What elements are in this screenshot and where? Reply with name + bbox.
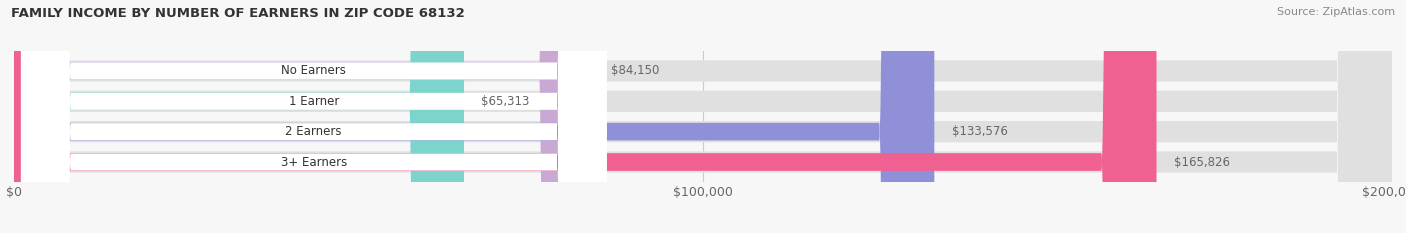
FancyBboxPatch shape (21, 0, 606, 233)
FancyBboxPatch shape (21, 0, 606, 233)
FancyBboxPatch shape (14, 0, 935, 233)
FancyBboxPatch shape (14, 0, 1392, 233)
FancyBboxPatch shape (21, 0, 606, 233)
Text: $133,576: $133,576 (952, 125, 1008, 138)
Text: $65,313: $65,313 (481, 95, 530, 108)
Text: $165,826: $165,826 (1174, 155, 1230, 168)
Text: 3+ Earners: 3+ Earners (281, 155, 347, 168)
FancyBboxPatch shape (14, 0, 1392, 233)
Text: Source: ZipAtlas.com: Source: ZipAtlas.com (1277, 7, 1395, 17)
Text: No Earners: No Earners (281, 65, 346, 78)
FancyBboxPatch shape (14, 0, 1157, 233)
Text: $84,150: $84,150 (612, 65, 659, 78)
Text: FAMILY INCOME BY NUMBER OF EARNERS IN ZIP CODE 68132: FAMILY INCOME BY NUMBER OF EARNERS IN ZI… (11, 7, 465, 20)
FancyBboxPatch shape (14, 0, 1392, 233)
FancyBboxPatch shape (21, 0, 606, 233)
Text: 2 Earners: 2 Earners (285, 125, 342, 138)
FancyBboxPatch shape (14, 0, 593, 233)
Text: 1 Earner: 1 Earner (288, 95, 339, 108)
FancyBboxPatch shape (14, 0, 1392, 233)
FancyBboxPatch shape (14, 0, 464, 233)
